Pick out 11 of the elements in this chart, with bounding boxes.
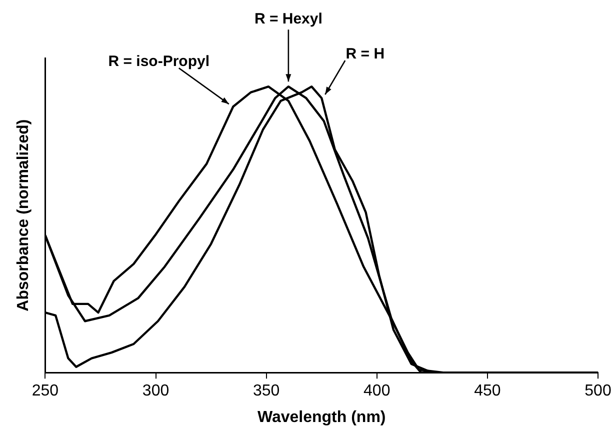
annotation: R = iso-Propyl xyxy=(108,53,210,70)
x-tick-label: 500 xyxy=(584,382,612,400)
annotation: R = H xyxy=(346,46,385,63)
x-tick-label: 250 xyxy=(32,382,59,400)
y-axis-title: Absorbance (normalized) xyxy=(15,119,32,312)
x-tick-label: 300 xyxy=(142,382,170,400)
annotation: R = Hexyl xyxy=(254,10,322,28)
x-tick-label: 350 xyxy=(252,382,280,400)
x-tick-label: 400 xyxy=(364,382,390,400)
x-axis-title: Wavelength (nm) xyxy=(257,408,386,426)
x-tick-label: 450 xyxy=(474,382,501,400)
